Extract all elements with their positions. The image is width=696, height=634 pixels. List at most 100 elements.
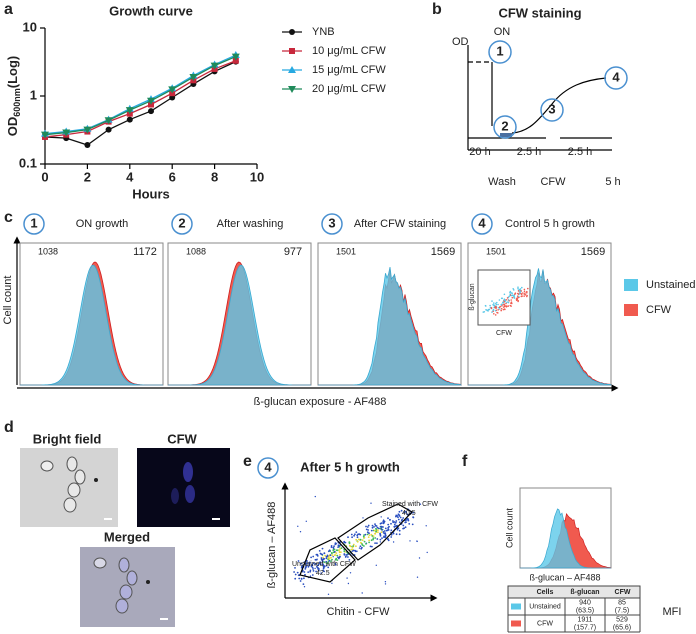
image-bright-field bbox=[20, 448, 118, 527]
flow-dot bbox=[294, 573, 297, 576]
flow-dot bbox=[387, 539, 390, 542]
flow-dot bbox=[377, 527, 380, 530]
step-circle bbox=[540, 98, 564, 122]
inset-dot bbox=[497, 309, 500, 311]
flow-dot bbox=[398, 521, 401, 524]
diagram-title: CFW staining bbox=[498, 5, 581, 20]
flow-dot bbox=[363, 536, 366, 539]
mfi-cfw: 1569 bbox=[581, 246, 605, 258]
inset-dot bbox=[494, 314, 497, 316]
inset-dot bbox=[521, 286, 523, 289]
inset-dot bbox=[510, 299, 512, 301]
flow-dot bbox=[395, 520, 398, 522]
flow-dot bbox=[339, 548, 341, 550]
flow-dot bbox=[334, 542, 337, 544]
flow-dot bbox=[418, 557, 421, 559]
flow-dot bbox=[320, 572, 323, 574]
flow-dot bbox=[336, 559, 339, 561]
point bbox=[104, 117, 113, 125]
flow-dot bbox=[355, 550, 358, 553]
x-tick-label: 10 bbox=[250, 169, 264, 184]
flow-dot bbox=[300, 577, 303, 580]
flow-dot bbox=[384, 533, 387, 536]
inset-dot bbox=[523, 288, 526, 291]
flow-dot bbox=[322, 556, 324, 559]
cell: (157.7) bbox=[574, 624, 596, 631]
point bbox=[41, 131, 49, 139]
flow-dot bbox=[371, 524, 374, 527]
inset-dot bbox=[495, 307, 497, 310]
inset-dot bbox=[519, 290, 522, 293]
flow-dot bbox=[321, 560, 324, 563]
flow-dot bbox=[343, 541, 346, 544]
flow-dot bbox=[340, 547, 343, 549]
flow-dot bbox=[374, 524, 377, 527]
flow-dot bbox=[403, 511, 406, 514]
inset-dot bbox=[520, 292, 522, 295]
gate-value: 42.5 bbox=[316, 570, 330, 577]
plot-title: ON growth bbox=[76, 218, 129, 230]
inset-dot bbox=[494, 309, 497, 312]
x-axis-label: Chitin - CFW bbox=[327, 606, 391, 618]
inset-dot bbox=[517, 290, 520, 292]
flow-dot bbox=[304, 568, 307, 570]
inset-dot bbox=[489, 304, 491, 307]
step-circle bbox=[23, 213, 45, 235]
flow-dot bbox=[365, 525, 367, 528]
flow-dot bbox=[376, 542, 378, 545]
y-tick-label: 10 bbox=[23, 19, 37, 34]
flow-dot bbox=[397, 516, 399, 519]
flow-dot bbox=[307, 565, 310, 568]
flow-dot bbox=[338, 557, 340, 560]
flow-dot bbox=[370, 533, 373, 536]
gate-label: Unstained with CFW bbox=[292, 561, 356, 568]
gate-value: 40.5 bbox=[402, 510, 416, 517]
flow-dot bbox=[375, 530, 377, 533]
inset-dot bbox=[490, 307, 493, 309]
flow-dot bbox=[334, 563, 337, 566]
flow-dot bbox=[397, 527, 400, 530]
flow-dot bbox=[316, 553, 319, 556]
inset-dot bbox=[506, 297, 509, 299]
flow-dot bbox=[389, 518, 391, 521]
flow-dot bbox=[315, 570, 317, 573]
inset-dot bbox=[495, 302, 497, 305]
flow-dot bbox=[327, 558, 329, 561]
flow-dot bbox=[384, 581, 387, 583]
inset-dot bbox=[503, 301, 506, 303]
x-axis-label: ß-glucan – AF488 bbox=[529, 572, 600, 582]
inset-dot bbox=[509, 290, 512, 293]
flow-dot bbox=[397, 518, 400, 521]
flow-dot bbox=[335, 552, 338, 554]
legend-label: CFW bbox=[646, 304, 672, 316]
flow-dot bbox=[369, 545, 372, 548]
series-line bbox=[44, 60, 237, 138]
row-swatch bbox=[511, 603, 521, 610]
step-number: 3 bbox=[328, 215, 335, 230]
hist-unstained bbox=[318, 267, 462, 386]
flow-dot bbox=[390, 522, 392, 525]
flow-dot bbox=[367, 536, 370, 538]
point bbox=[288, 86, 296, 93]
flow-dot bbox=[354, 533, 356, 536]
gate-label: Stained with CFW bbox=[382, 501, 438, 508]
inset-dot bbox=[492, 303, 494, 306]
inset-dot bbox=[510, 294, 513, 297]
flow-dot bbox=[371, 545, 373, 548]
step-circle bbox=[257, 457, 279, 479]
mfi-unstained: 1501 bbox=[336, 246, 356, 256]
inset-dot bbox=[499, 308, 501, 310]
flow-dot bbox=[324, 554, 327, 557]
mfi-cfw: 977 bbox=[284, 246, 302, 258]
flow-dot bbox=[376, 538, 379, 540]
flow-dot bbox=[407, 518, 410, 521]
flow-dot bbox=[312, 568, 314, 570]
inset-dot bbox=[524, 292, 526, 294]
flow-dot bbox=[398, 533, 401, 536]
flow-dot bbox=[370, 502, 372, 504]
point bbox=[147, 97, 155, 105]
flow-dot bbox=[372, 537, 375, 540]
legend-label: 10 μg/mL CFW bbox=[312, 45, 386, 57]
flow-dot bbox=[400, 519, 403, 522]
flow-dot bbox=[365, 543, 367, 545]
